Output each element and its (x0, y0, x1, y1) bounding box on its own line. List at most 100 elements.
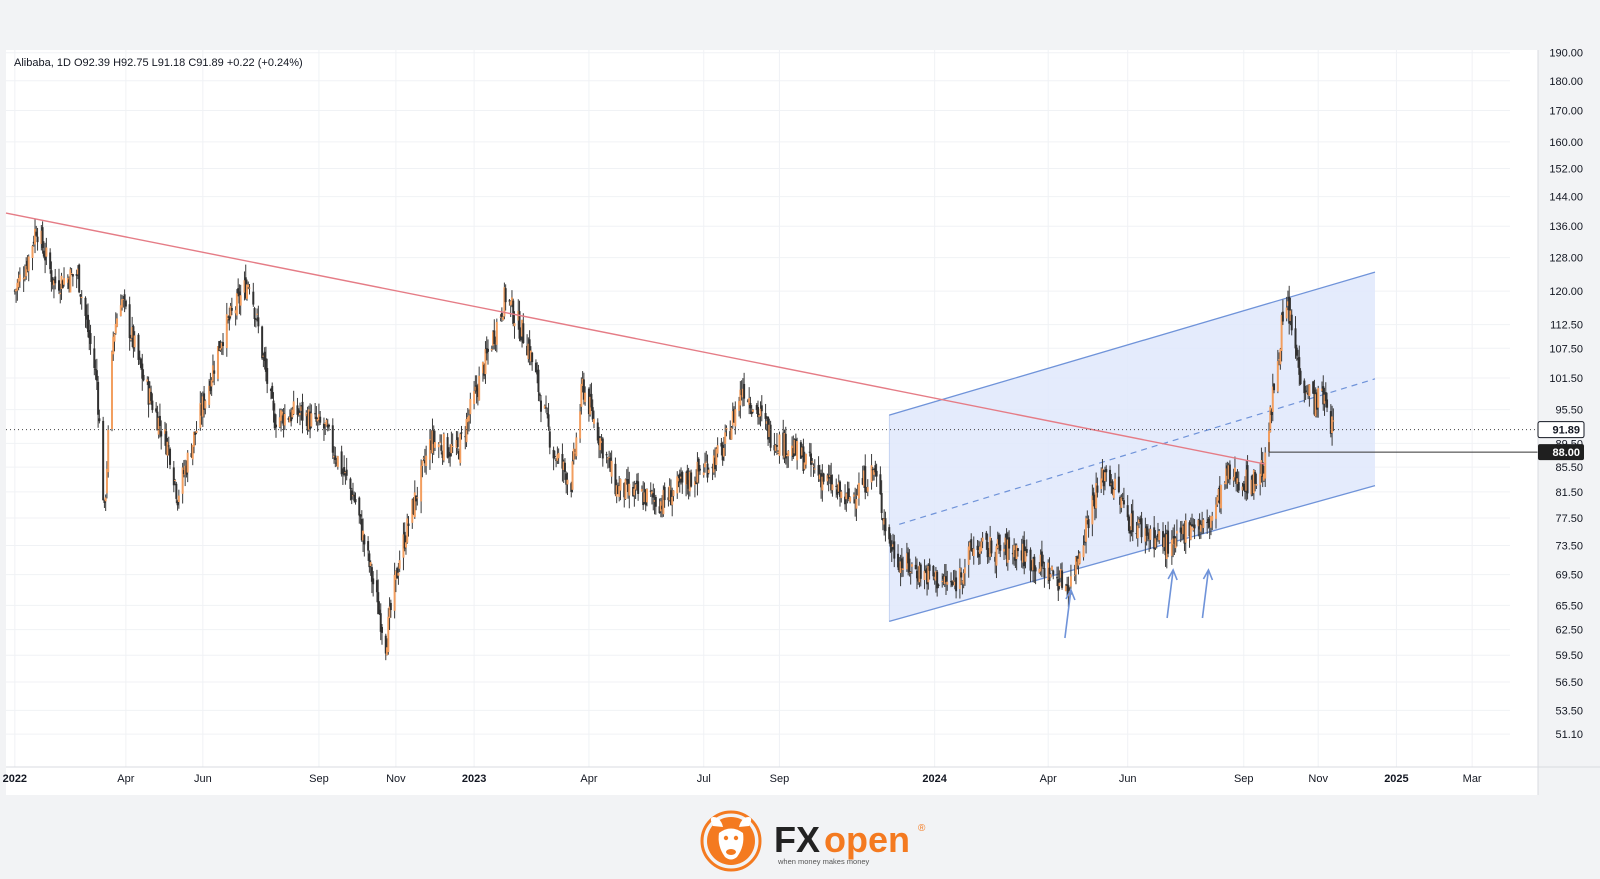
candle (1312, 380, 1315, 394)
candle (1004, 533, 1007, 556)
candle (866, 479, 869, 497)
candle-body (239, 295, 242, 306)
candle-body (1138, 519, 1141, 524)
candle (1280, 312, 1283, 362)
candle (871, 466, 874, 481)
candle (531, 351, 534, 371)
candle (234, 306, 237, 326)
candle (888, 524, 891, 544)
candle (322, 417, 325, 441)
support-arrow (1064, 588, 1076, 639)
candle-body (637, 481, 640, 494)
candle-body (1242, 483, 1245, 490)
candle-body (41, 227, 44, 248)
candle-body (36, 236, 39, 243)
channel-upper-line (889, 271, 1376, 416)
candle-body (1297, 358, 1300, 360)
candle (354, 492, 357, 505)
candle (1251, 474, 1254, 497)
candle (423, 448, 426, 473)
candle (688, 470, 691, 497)
candle-body (275, 424, 278, 428)
candle (1317, 385, 1320, 418)
candle-body (635, 480, 638, 484)
candle (27, 254, 30, 282)
candle-body (235, 293, 238, 316)
candle (1209, 516, 1212, 536)
candle (513, 311, 516, 339)
candle (1271, 373, 1274, 422)
candle-body (615, 485, 618, 497)
candle (526, 334, 529, 356)
candle-body (712, 455, 715, 473)
candle (1023, 531, 1026, 575)
candle (1067, 576, 1070, 608)
candle-body (298, 412, 301, 416)
candle-body (534, 362, 537, 373)
candle-body (1260, 460, 1263, 476)
candle (343, 455, 346, 477)
candle-body (1329, 411, 1332, 434)
candle-body (113, 333, 116, 342)
candle-body (914, 564, 917, 570)
candle (1269, 405, 1272, 433)
price-axis[interactable]: 51.1053.5056.5059.5062.5065.5069.5073.50… (1549, 48, 1583, 741)
candle (711, 463, 714, 481)
candle (209, 372, 212, 395)
candle (464, 426, 467, 450)
channel-lower-line (889, 484, 1376, 623)
candle (813, 459, 816, 474)
candle (333, 446, 336, 464)
candle-body (725, 427, 728, 431)
candle (351, 482, 354, 497)
candle-body (668, 485, 671, 501)
candle-body (644, 489, 647, 506)
candle (216, 346, 219, 382)
price-tick-label: 85.50 (1555, 462, 1583, 474)
candle-body (23, 276, 26, 279)
candle (1127, 514, 1130, 534)
candle-body (677, 478, 680, 482)
candle (662, 485, 665, 517)
candle-body (57, 280, 60, 291)
candle (963, 558, 966, 586)
candle-body (194, 431, 197, 435)
candle-body (989, 536, 992, 557)
candle (85, 304, 88, 329)
candle (334, 446, 337, 468)
candle-body (1050, 566, 1053, 571)
candle-body (981, 537, 984, 542)
candle-body (26, 260, 29, 270)
candle-body (129, 339, 132, 341)
candle-body (483, 364, 486, 376)
candle-body (84, 297, 87, 317)
candle (49, 248, 52, 274)
candle-body (587, 388, 590, 415)
candle (1286, 290, 1289, 311)
candle-body (547, 414, 550, 427)
candle (45, 237, 48, 266)
candle-body (1049, 574, 1052, 578)
candle-body (1059, 568, 1062, 578)
price-tick-label: 128.00 (1549, 253, 1583, 265)
candle (633, 480, 636, 507)
candle (229, 302, 232, 319)
candle-body (556, 454, 559, 461)
time-axis[interactable]: 2022 Apr Jun Sep Nov 2023 Apr Jul Sep 2024 Apr Jun S… (3, 773, 1482, 785)
candle (287, 416, 290, 423)
candle (369, 560, 372, 576)
candle-body (672, 490, 675, 497)
candle-body (764, 413, 767, 419)
candle (1025, 539, 1028, 557)
candle-body (566, 479, 569, 485)
candle-body (836, 489, 839, 495)
candle (1120, 494, 1123, 513)
candle (1167, 521, 1170, 558)
candle (133, 331, 136, 352)
candle-body (1312, 381, 1315, 394)
candle-body (632, 487, 635, 497)
candle-body (319, 416, 322, 423)
candle (165, 423, 168, 456)
candle (738, 396, 741, 417)
candle (845, 492, 848, 512)
